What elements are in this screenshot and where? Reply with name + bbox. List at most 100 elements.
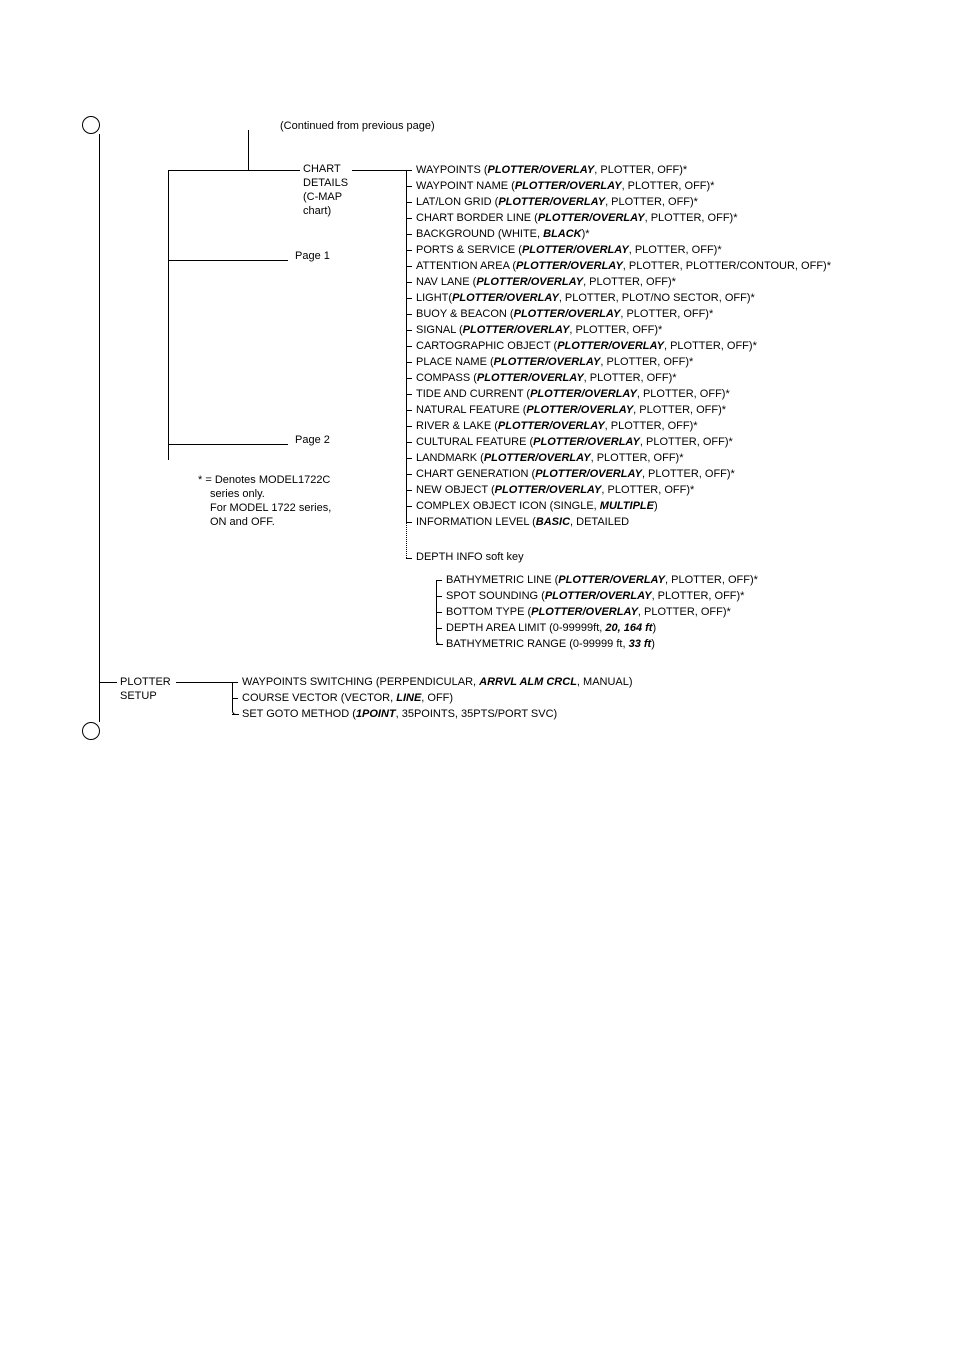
depth-option-3-row: DEPTH AREA LIMIT (0-99999ft, 20, 164 ft) (436, 620, 758, 636)
chart-option-15-text: NATURAL FEATURE (PLOTTER/OVERLAY, PLOTTE… (416, 404, 726, 416)
chart-details-label: CHART DETAILS (C-MAP chart) (303, 162, 348, 218)
chart-to-opts-h (352, 170, 406, 171)
chart-option-7-tick (406, 282, 412, 283)
chart-option-13-default: PLOTTER/OVERLAY (477, 372, 584, 384)
plotter-setup-label: PLOTTER SETUP (120, 675, 171, 703)
chart-option-5-default: PLOTTER/OVERLAY (522, 244, 629, 256)
chart-option-16-tick (406, 426, 412, 427)
chart-option-3-row: CHART BORDER LINE (PLOTTER/OVERLAY, PLOT… (406, 210, 831, 226)
chart-option-19-row: CHART GENERATION (PLOTTER/OVERLAY, PLOTT… (406, 466, 831, 482)
chart-branch-h2 (248, 170, 300, 171)
plotter-option-1-default: LINE (396, 692, 421, 704)
depth-option-3-text: DEPTH AREA LIMIT (0-99999ft, 20, 164 ft) (446, 622, 656, 634)
plotter-option-2-row: SET GOTO METHOD (1POINT, 35POINTS, 35PTS… (232, 706, 633, 722)
chart-option-22-text: INFORMATION LEVEL (BASIC, DETAILED (416, 516, 629, 528)
header-stub (248, 130, 249, 170)
chart-option-11-tick (406, 346, 412, 347)
menu-tree-page: (Continued from previous page) CHART DET… (0, 0, 954, 1351)
chart-option-14-tick (406, 394, 412, 395)
chart-option-7-default: PLOTTER/OVERLAY (476, 276, 583, 288)
plotter-option-1-text: COURSE VECTOR (VECTOR, LINE, OFF) (242, 692, 453, 704)
chart-option-4-tick (406, 234, 412, 235)
chart-option-3-default: PLOTTER/OVERLAY (538, 212, 645, 224)
depth-option-1-tick (436, 596, 442, 597)
chart-option-11-row: CARTOGRAPHIC OBJECT (PLOTTER/OVERLAY, PL… (406, 338, 831, 354)
chart-option-0-tick (406, 170, 412, 171)
continuation-circle-top (82, 116, 100, 134)
chart-option-9-text: BUOY & BEACON (PLOTTER/OVERLAY, PLOTTER,… (416, 308, 713, 320)
chart-option-15-default: PLOTTER/OVERLAY (526, 404, 633, 416)
chart-option-4-text: BACKGROUND (WHITE, BLACK)* (416, 228, 590, 240)
chart-option-19-default: PLOTTER/OVERLAY (535, 468, 642, 480)
plotter-setup-line-2: SETUP (120, 689, 171, 703)
chart-option-19-tick (406, 474, 412, 475)
chart-option-22-row: INFORMATION LEVEL (BASIC, DETAILED (406, 514, 831, 530)
chart-option-4-row: BACKGROUND (WHITE, BLACK)* (406, 226, 831, 242)
chart-option-15-tick (406, 410, 412, 411)
chart-option-10-default: PLOTTER/OVERLAY (463, 324, 570, 336)
plotter-option-0-text: WAYPOINTS SWITCHING (PERPENDICULAR, ARRV… (242, 676, 633, 688)
chart-option-20-text: NEW OBJECT (PLOTTER/OVERLAY, PLOTTER, OF… (416, 484, 694, 496)
chart-branch-v (168, 170, 169, 460)
footnote-line-2: series only. (198, 487, 331, 501)
chart-option-17-default: PLOTTER/OVERLAY (533, 436, 640, 448)
chart-option-5-tick (406, 250, 412, 251)
chart-option-13-row: COMPASS (PLOTTER/OVERLAY, PLOTTER, OFF)* (406, 370, 831, 386)
chart-option-15-row: NATURAL FEATURE (PLOTTER/OVERLAY, PLOTTE… (406, 402, 831, 418)
chart-option-3-tick (406, 218, 412, 219)
plotter-to-opts-h (176, 682, 232, 683)
chart-option-13-text: COMPASS (PLOTTER/OVERLAY, PLOTTER, OFF)* (416, 372, 677, 384)
chart-option-5-text: PORTS & SERVICE (PLOTTER/OVERLAY, PLOTTE… (416, 244, 722, 256)
chart-option-6-tick (406, 266, 412, 267)
chart-option-3-text: CHART BORDER LINE (PLOTTER/OVERLAY, PLOT… (416, 212, 738, 224)
page2-label: Page 2 (295, 434, 330, 446)
page1-stub (168, 260, 288, 261)
depth-option-3-tick (436, 628, 442, 629)
chart-option-20-tick (406, 490, 412, 491)
chart-option-21-text: COMPLEX OBJECT ICON (SINGLE, MULTIPLE) (416, 500, 658, 512)
depth-dotted-stem (406, 522, 407, 558)
chart-option-20-default: PLOTTER/OVERLAY (495, 484, 602, 496)
depth-option-1-text: SPOT SOUNDING (PLOTTER/OVERLAY, PLOTTER,… (446, 590, 744, 602)
depth-option-4-tick (436, 644, 442, 645)
plotter-options-block: WAYPOINTS SWITCHING (PERPENDICULAR, ARRV… (232, 674, 633, 722)
plotter-option-2-default: 1POINT (356, 708, 396, 720)
spine-line (99, 134, 100, 722)
chart-option-1-default: PLOTTER/OVERLAY (515, 180, 622, 192)
chart-option-7-row: NAV LANE (PLOTTER/OVERLAY, PLOTTER, OFF)… (406, 274, 831, 290)
chart-option-10-tick (406, 330, 412, 331)
chart-details-line-1: CHART (303, 162, 348, 176)
chart-details-line-2: DETAILS (303, 176, 348, 190)
depth-options-block: BATHYMETRIC LINE (PLOTTER/OVERLAY, PLOTT… (436, 572, 758, 652)
chart-option-18-row: LANDMARK (PLOTTER/OVERLAY, PLOTTER, OFF)… (406, 450, 831, 466)
chart-option-8-text: LIGHT(PLOTTER/OVERLAY, PLOTTER, PLOT/NO … (416, 292, 755, 304)
footnote-line-4: ON and OFF. (198, 515, 331, 529)
chart-option-20-row: NEW OBJECT (PLOTTER/OVERLAY, PLOTTER, OF… (406, 482, 831, 498)
footnote-line-1: * = Denotes MODEL1722C (198, 473, 331, 487)
chart-option-21-row: COMPLEX OBJECT ICON (SINGLE, MULTIPLE) (406, 498, 831, 514)
chart-option-2-text: LAT/LON GRID (PLOTTER/OVERLAY, PLOTTER, … (416, 196, 698, 208)
model-footnote: * = Denotes MODEL1722C series only. For … (198, 473, 331, 529)
chart-option-16-row: RIVER & LAKE (PLOTTER/OVERLAY, PLOTTER, … (406, 418, 831, 434)
plotter-option-1-tick (232, 698, 238, 699)
chart-details-line-3: (C-MAP (303, 190, 348, 204)
plotter-setup-line-1: PLOTTER (120, 675, 171, 689)
chart-option-17-row: CULTURAL FEATURE (PLOTTER/OVERLAY, PLOTT… (406, 434, 831, 450)
depth-option-4-text: BATHYMETRIC RANGE (0-99999 ft, 33 ft) (446, 638, 655, 650)
depth-option-2-tick (436, 612, 442, 613)
depth-option-2-row: BOTTOM TYPE (PLOTTER/OVERLAY, PLOTTER, O… (436, 604, 758, 620)
chart-option-12-default: PLOTTER/OVERLAY (494, 356, 601, 368)
chart-option-16-default: PLOTTER/OVERLAY (498, 420, 605, 432)
chart-option-9-row: BUOY & BEACON (PLOTTER/OVERLAY, PLOTTER,… (406, 306, 831, 322)
chart-option-11-text: CARTOGRAPHIC OBJECT (PLOTTER/OVERLAY, PL… (416, 340, 757, 352)
depth-option-2-default: PLOTTER/OVERLAY (531, 606, 638, 618)
chart-option-19-text: CHART GENERATION (PLOTTER/OVERLAY, PLOTT… (416, 468, 735, 480)
plotter-option-2-tick (232, 714, 238, 715)
depth-option-3-default: 20, 164 ft (605, 622, 652, 634)
plotter-option-0-row: WAYPOINTS SWITCHING (PERPENDICULAR, ARRV… (232, 674, 633, 690)
chart-option-7-text: NAV LANE (PLOTTER/OVERLAY, PLOTTER, OFF)… (416, 276, 676, 288)
plotter-option-2-text: SET GOTO METHOD (1POINT, 35POINTS, 35PTS… (242, 708, 557, 720)
chart-option-12-text: PLACE NAME (PLOTTER/OVERLAY, PLOTTER, OF… (416, 356, 693, 368)
plotter-branch-h (99, 682, 117, 683)
chart-option-11-default: PLOTTER/OVERLAY (557, 340, 664, 352)
